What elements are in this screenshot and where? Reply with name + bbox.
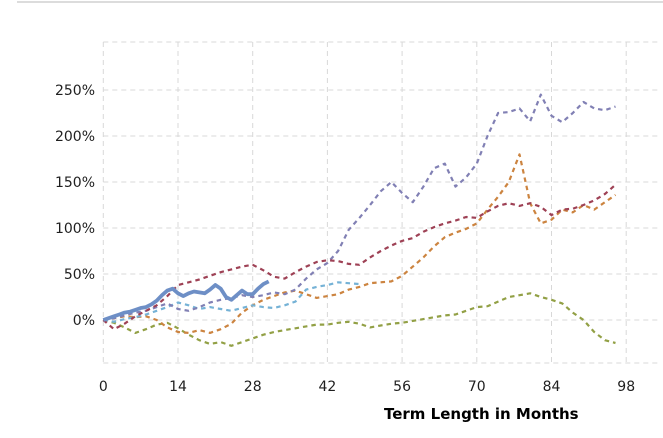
series-dashed-purple — [103, 93, 616, 322]
x-axis-title: Term Length in Months — [384, 405, 579, 423]
top-border-line — [17, 1, 663, 3]
x-tick-label: 84 — [543, 379, 561, 395]
x-tick-label: 70 — [468, 379, 486, 395]
x-tick-label: 0 — [99, 379, 108, 395]
y-tick-label: 250% — [55, 83, 95, 99]
series-dashed-orange — [103, 153, 617, 334]
series-dashed-olive — [103, 292, 616, 347]
y-tick-label: 100% — [55, 221, 95, 237]
series-solid-blue-highlighted — [102, 279, 270, 322]
x-tick-label: 14 — [169, 379, 187, 395]
series-dashed-maroon — [102, 183, 617, 331]
y-tick-label: 150% — [55, 175, 95, 191]
y-tick-label: 50% — [64, 267, 95, 283]
y-tick-label: 200% — [55, 129, 95, 145]
x-tick-label: 28 — [244, 379, 262, 395]
x-tick-label: 42 — [318, 379, 336, 395]
x-tick-label: 56 — [393, 379, 411, 395]
series-dashed-sky-blue — [103, 281, 360, 323]
x-tick-label: 98 — [617, 379, 635, 395]
y-tick-label: 0% — [73, 313, 95, 329]
